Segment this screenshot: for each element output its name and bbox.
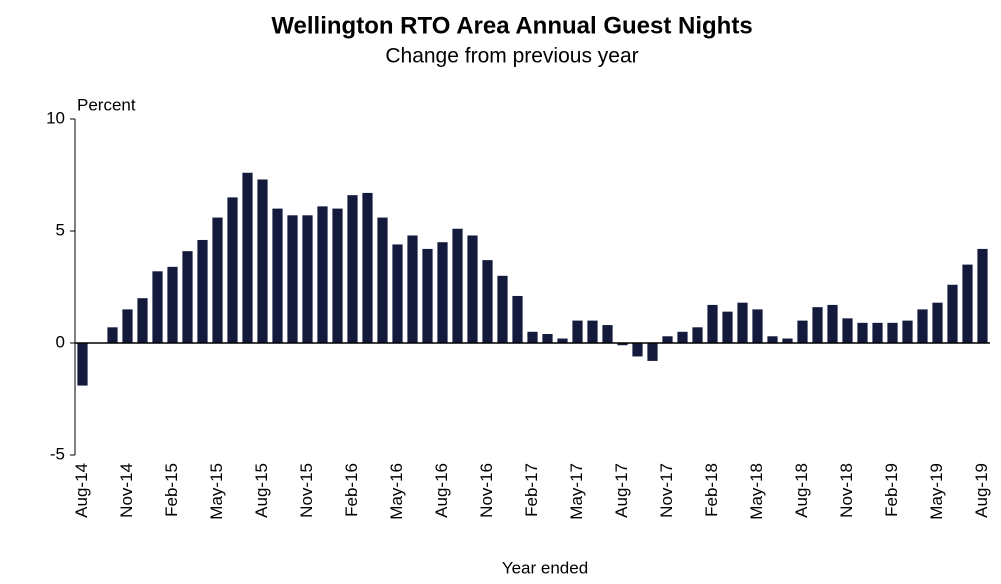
bar	[557, 338, 568, 343]
bar	[197, 239, 208, 343]
x-tick-label: May-19	[927, 463, 946, 520]
x-tick-label: Aug-14	[72, 463, 91, 518]
bar	[527, 331, 538, 343]
bar	[512, 295, 523, 343]
bar	[302, 215, 313, 343]
bar	[377, 217, 388, 343]
bar	[707, 304, 718, 343]
bar	[647, 343, 658, 361]
bar	[602, 325, 613, 343]
bar	[752, 309, 763, 343]
bar	[437, 242, 448, 343]
bar	[257, 179, 268, 343]
x-tick-label: Aug-19	[972, 463, 991, 518]
bar	[77, 343, 88, 386]
bar	[842, 318, 853, 343]
bar	[422, 248, 433, 343]
bar	[872, 322, 883, 343]
bar	[887, 322, 898, 343]
bar	[812, 307, 823, 343]
x-tick-label: May-17	[567, 463, 586, 520]
x-tick-label: Feb-15	[162, 463, 181, 517]
bar	[782, 338, 793, 343]
x-tick-label: Feb-17	[522, 463, 541, 517]
chart-subtitle: Change from previous year	[385, 45, 638, 68]
bar	[572, 320, 583, 343]
bar	[227, 197, 238, 343]
bar	[332, 208, 343, 343]
bar	[107, 327, 118, 343]
bar	[917, 309, 928, 343]
bar	[392, 244, 403, 343]
bar	[287, 215, 298, 343]
bar	[617, 343, 628, 346]
bar	[167, 266, 178, 343]
chart-title: Wellington RTO Area Annual Guest Nights	[271, 12, 752, 39]
bar	[932, 302, 943, 343]
bar	[482, 260, 493, 343]
bar	[947, 284, 958, 343]
x-tick-label: Aug-15	[252, 463, 271, 518]
x-tick-label: Aug-17	[612, 463, 631, 518]
bar	[452, 228, 463, 343]
bar	[467, 235, 478, 343]
x-tick-label: Aug-18	[792, 463, 811, 518]
bar	[347, 195, 358, 343]
y-tick-label: 10	[46, 108, 65, 127]
bar	[122, 309, 133, 343]
bar	[677, 331, 688, 343]
y-tick-label: 5	[56, 220, 65, 239]
bar	[242, 172, 253, 343]
x-tick-label: Nov-18	[837, 463, 856, 518]
bar	[962, 264, 973, 343]
bar	[317, 206, 328, 343]
x-tick-label: May-18	[747, 463, 766, 520]
x-tick-label: May-15	[207, 463, 226, 520]
bar	[587, 320, 598, 343]
bar	[212, 217, 223, 343]
bar	[767, 336, 778, 343]
bar	[362, 192, 373, 343]
bar	[977, 248, 988, 343]
bar	[407, 235, 418, 343]
bar	[272, 208, 283, 343]
x-tick-label: Nov-16	[477, 463, 496, 518]
bar	[662, 336, 673, 343]
y-axis-label: Percent	[77, 95, 136, 114]
bar	[797, 320, 808, 343]
bar	[692, 327, 703, 343]
x-tick-label: May-16	[387, 463, 406, 520]
bar	[497, 275, 508, 343]
bar	[137, 298, 148, 343]
bar	[542, 334, 553, 343]
bar	[737, 302, 748, 343]
bar	[722, 311, 733, 343]
y-tick-label: -5	[50, 444, 65, 463]
x-tick-label: Feb-16	[342, 463, 361, 517]
x-tick-label: Nov-14	[117, 463, 136, 518]
x-tick-label: Nov-15	[297, 463, 316, 518]
bar	[902, 320, 913, 343]
x-axis-label: Year ended	[502, 558, 588, 577]
y-tick-label: 0	[56, 332, 65, 351]
x-tick-label: Feb-19	[882, 463, 901, 517]
bar	[632, 343, 643, 357]
x-tick-label: Feb-18	[702, 463, 721, 517]
x-tick-label: Nov-17	[657, 463, 676, 518]
bar	[857, 322, 868, 343]
x-tick-label: Aug-16	[432, 463, 451, 518]
bar	[827, 304, 838, 343]
bar	[152, 271, 163, 343]
bar	[182, 251, 193, 343]
